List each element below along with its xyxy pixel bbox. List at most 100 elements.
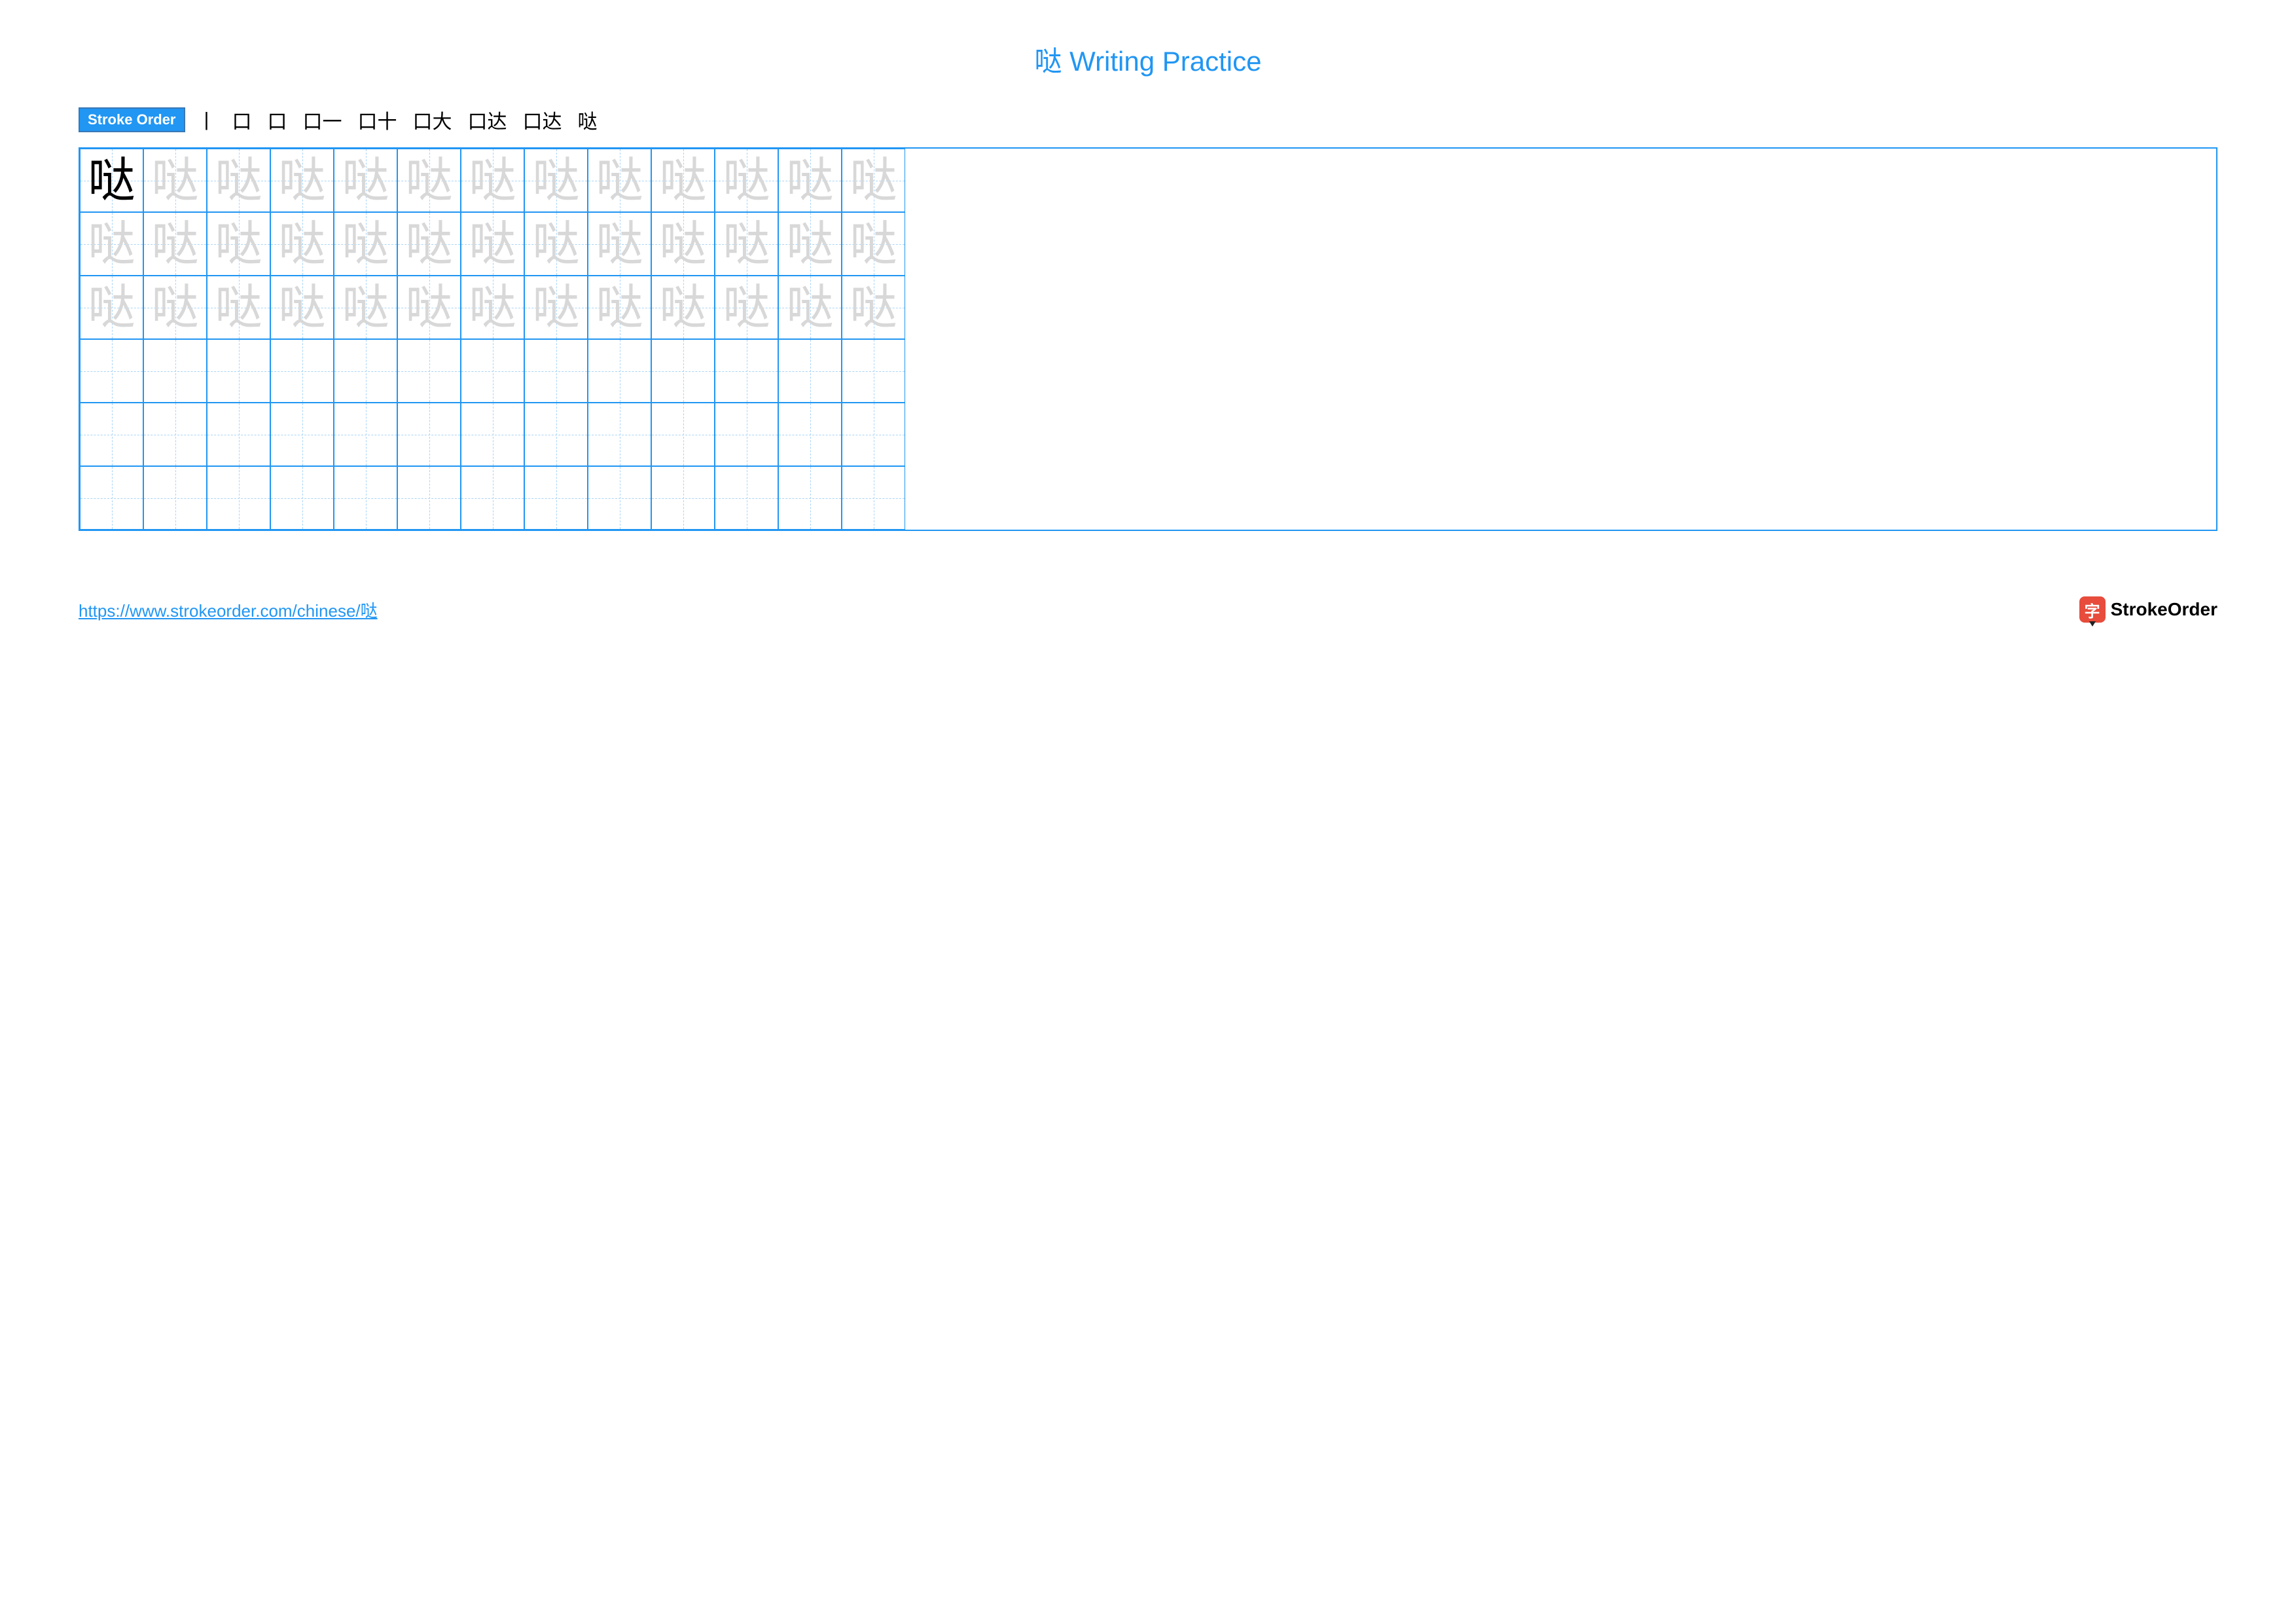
- grid-cell: [778, 466, 842, 530]
- grid-cell: 哒: [80, 149, 143, 212]
- grid-cell: [461, 339, 524, 403]
- grid-cell: [270, 466, 334, 530]
- grid-cell: [588, 403, 651, 466]
- grid-cell: 哒: [588, 276, 651, 339]
- grid-cell: [207, 466, 270, 530]
- grid-cell: 哒: [80, 276, 143, 339]
- stroke-steps: 丨口口口一口十口大口达口达哒: [197, 105, 598, 134]
- grid-cell: 哒: [207, 212, 270, 276]
- grid-cell: 哒: [143, 212, 207, 276]
- practice-char: 哒: [723, 284, 770, 331]
- practice-char: 哒: [469, 157, 516, 204]
- practice-char: 哒: [88, 157, 135, 204]
- practice-grid: 哒哒哒哒哒哒哒哒哒哒哒哒哒哒哒哒哒哒哒哒哒哒哒哒哒哒哒哒哒哒哒哒哒哒哒哒哒哒哒: [79, 147, 2217, 531]
- grid-cell: [334, 403, 397, 466]
- grid-cell: 哒: [715, 276, 778, 339]
- grid-cell: [461, 466, 524, 530]
- grid-row: 哒哒哒哒哒哒哒哒哒哒哒哒哒: [80, 149, 2216, 212]
- grid-cell: [842, 403, 905, 466]
- practice-char: 哒: [786, 221, 833, 268]
- grid-cell: [143, 466, 207, 530]
- stroke-step: 口达: [523, 105, 562, 134]
- grid-cell: 哒: [270, 276, 334, 339]
- grid-cell: 哒: [207, 149, 270, 212]
- stroke-step: 丨: [197, 105, 217, 134]
- footer: https://www.strokeorder.com/chinese/哒 字 …: [79, 596, 2217, 623]
- grid-cell: [715, 339, 778, 403]
- grid-cell: [80, 339, 143, 403]
- grid-cell: 哒: [461, 149, 524, 212]
- practice-char: 哒: [278, 157, 325, 204]
- grid-cell: 哒: [334, 149, 397, 212]
- grid-cell: 哒: [842, 149, 905, 212]
- grid-cell: 哒: [461, 212, 524, 276]
- grid-cell: 哒: [778, 276, 842, 339]
- grid-cell: 哒: [778, 149, 842, 212]
- practice-char: 哒: [723, 157, 770, 204]
- grid-cell: 哒: [842, 212, 905, 276]
- grid-cell: 哒: [524, 149, 588, 212]
- grid-row: [80, 339, 2216, 403]
- grid-cell: 哒: [588, 212, 651, 276]
- practice-char: 哒: [850, 157, 897, 204]
- practice-char: 哒: [278, 284, 325, 331]
- practice-char: 哒: [532, 221, 579, 268]
- grid-cell: [334, 466, 397, 530]
- stroke-step: 口一: [303, 105, 342, 134]
- grid-cell: [143, 339, 207, 403]
- practice-char: 哒: [786, 284, 833, 331]
- practice-char: 哒: [659, 157, 706, 204]
- practice-char: 哒: [215, 221, 262, 268]
- grid-cell: [207, 339, 270, 403]
- practice-char: 哒: [532, 284, 579, 331]
- grid-cell: [397, 339, 461, 403]
- grid-cell: 哒: [715, 212, 778, 276]
- stroke-order-label: Stroke Order: [79, 107, 185, 132]
- stroke-step: 口: [232, 105, 252, 134]
- logo-text: StrokeOrder: [2111, 599, 2217, 620]
- grid-row: [80, 466, 2216, 530]
- stroke-step: 口: [268, 105, 287, 134]
- stroke-step: 口达: [468, 105, 507, 134]
- grid-cell: [524, 466, 588, 530]
- grid-cell: 哒: [651, 276, 715, 339]
- grid-cell: 哒: [397, 149, 461, 212]
- practice-char: 哒: [596, 157, 643, 204]
- stroke-step: 口大: [413, 105, 452, 134]
- practice-char: 哒: [659, 284, 706, 331]
- stroke-step: 哒: [578, 105, 598, 134]
- grid-cell: [334, 339, 397, 403]
- grid-cell: [524, 339, 588, 403]
- grid-cell: 哒: [842, 276, 905, 339]
- grid-cell: [397, 466, 461, 530]
- logo-icon: 字: [2079, 596, 2106, 623]
- practice-char: 哒: [405, 221, 452, 268]
- grid-cell: [651, 339, 715, 403]
- title-suffix: Writing Practice: [1062, 46, 1262, 77]
- grid-cell: [778, 403, 842, 466]
- practice-char: 哒: [151, 157, 198, 204]
- grid-cell: 哒: [461, 276, 524, 339]
- grid-cell: 哒: [207, 276, 270, 339]
- brand-logo: 字 StrokeOrder: [2079, 596, 2217, 623]
- grid-cell: [588, 339, 651, 403]
- title-char: 哒: [1035, 46, 1062, 77]
- grid-row: [80, 403, 2216, 466]
- grid-cell: [715, 466, 778, 530]
- grid-cell: [842, 339, 905, 403]
- stroke-order-row: Stroke Order 丨口口口一口十口大口达口达哒: [79, 105, 2217, 134]
- grid-cell: [270, 339, 334, 403]
- practice-char: 哒: [278, 221, 325, 268]
- grid-cell: [80, 403, 143, 466]
- grid-cell: [651, 403, 715, 466]
- grid-cell: 哒: [651, 149, 715, 212]
- practice-char: 哒: [659, 221, 706, 268]
- grid-cell: [842, 466, 905, 530]
- grid-cell: 哒: [588, 149, 651, 212]
- grid-cell: 哒: [524, 276, 588, 339]
- practice-char: 哒: [342, 221, 389, 268]
- practice-char: 哒: [405, 284, 452, 331]
- grid-cell: 哒: [651, 212, 715, 276]
- grid-cell: [715, 403, 778, 466]
- footer-url[interactable]: https://www.strokeorder.com/chinese/哒: [79, 598, 378, 622]
